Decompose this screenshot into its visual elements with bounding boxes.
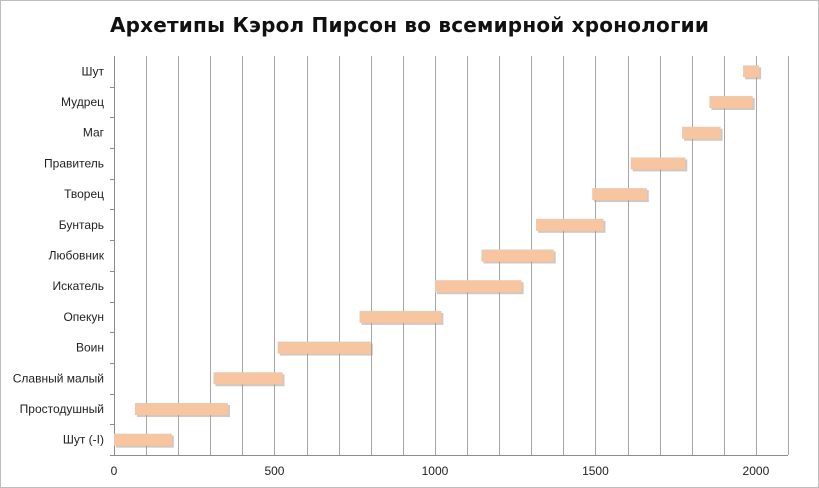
range-bar [277, 341, 371, 354]
y-tick-label: Маг [83, 126, 105, 140]
y-tick-label: Славный малый [13, 371, 104, 385]
y-tick-label: Мудрец [61, 95, 104, 109]
x-tick-label: 1000 [422, 464, 449, 478]
range-bar [134, 402, 228, 415]
y-tick-label: Воин [76, 341, 104, 355]
x-tick-label: 1500 [582, 464, 609, 478]
x-tick-label: 0 [111, 464, 118, 478]
range-bar [536, 218, 604, 231]
y-tick-label: Правитель [44, 156, 104, 170]
range-bar [682, 126, 721, 139]
range-bar [213, 372, 283, 385]
x-tick-label: 500 [264, 464, 284, 478]
y-tick-label: Опекун [63, 310, 104, 324]
y-tick-label: Простодушный [20, 402, 104, 416]
range-bar [630, 157, 686, 170]
range-bar [743, 65, 760, 78]
y-tick-label: Шут [82, 64, 105, 78]
y-tick-label: Творец [64, 187, 104, 201]
range-bar [709, 96, 753, 109]
range-bar [481, 249, 554, 262]
y-tick-label: Шут (-I) [63, 433, 104, 447]
range-bar [359, 310, 442, 323]
range-bar [434, 280, 522, 293]
y-tick-label: Искатель [53, 279, 104, 293]
y-tick-label: Любовник [49, 249, 105, 263]
y-tick-label: Бунтарь [59, 218, 104, 232]
range-bar [114, 433, 172, 446]
chart-title: Архетипы Кэрол Пирсон во всемирной хроно… [109, 13, 710, 37]
x-tick-label: 2000 [743, 464, 770, 478]
range-bar [592, 188, 647, 201]
